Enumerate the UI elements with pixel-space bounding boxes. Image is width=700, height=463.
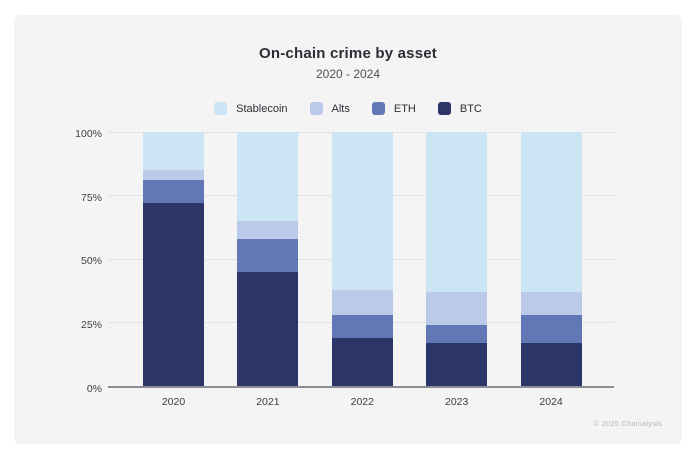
legend-label: Stablecoin [236,102,288,115]
bar-2021 [237,132,299,386]
bar-segment-2020-btc [143,203,204,386]
y-axis-label-75: 75% [80,191,102,204]
copyright-text: © 2025 Chainalysis [593,419,662,428]
bar-segment-2023-btc [426,342,488,386]
legend-item-alts: Alts [309,102,350,115]
stacked-bar-chart: 0% 25% 50% 75% 100% 2020 2021 2022 2023 2024 [75,128,614,408]
bar-2022 [331,132,393,386]
x-axis-label-2022: 2022 [350,396,374,408]
bar-segment-2021-alts [237,220,299,239]
bar-segment-2024-alts [520,292,582,315]
chart-subtitle: 2020 - 2024 [315,67,381,81]
gridline-100 [108,131,614,133]
legend-label: BTC [459,102,482,115]
bar-segment-2024-btc [520,342,582,386]
bar-segment-2024-stablecoin [520,132,582,293]
bar-segment-2022-alts [331,289,393,315]
bar-2023 [426,132,488,386]
legend-swatch-alts [309,102,323,115]
legend-item-stablecoin: Stablecoin [214,102,288,115]
bar-segment-2024-eth [520,314,582,343]
bar-segment-2022-stablecoin [331,132,393,290]
legend-item-eth: ETH [371,102,416,115]
y-axis-label-50: 50% [80,255,102,267]
legend-swatch-eth [371,102,385,115]
x-axis-label-2020: 2020 [161,396,186,408]
legend: Stablecoin Alts ETH BTC [14,102,682,115]
x-axis-label-2024: 2024 [539,396,563,408]
legend-label: Alts [331,102,350,115]
bar-2024 [520,132,582,386]
bar-segment-2022-eth [331,314,393,338]
bar-segment-2023-alts [426,292,488,326]
legend-swatch-stablecoin [214,102,228,115]
y-axis-label-0: 0% [86,383,102,395]
legend-swatch-btc [437,102,451,115]
chart-card: On-chain crime by asset 2020 - 2024 Stab… [14,15,682,444]
bar-segment-2022-btc [331,337,393,386]
bar-segment-2021-btc [237,271,299,386]
bar-2020 [143,132,204,386]
bar-segment-2020-alts [143,170,204,181]
bar-segment-2023-eth [426,325,488,343]
plot-area [108,131,614,388]
bar-segment-2020-stablecoin [143,132,204,171]
legend-item-btc: BTC [437,102,482,115]
legend-label: ETH [393,102,416,115]
bar-segment-2023-stablecoin [426,132,488,293]
y-axis-label-25: 25% [80,318,102,331]
y-axis-label-100: 100% [75,128,102,140]
chart-title: On-chain crime by asset [258,45,437,62]
bar-segment-2020-eth [143,180,204,204]
bar-segment-2021-eth [237,238,299,272]
x-axis-label-2023: 2023 [445,396,469,408]
bar-segment-2021-stablecoin [237,132,299,221]
x-axis-label-2021: 2021 [256,396,280,408]
